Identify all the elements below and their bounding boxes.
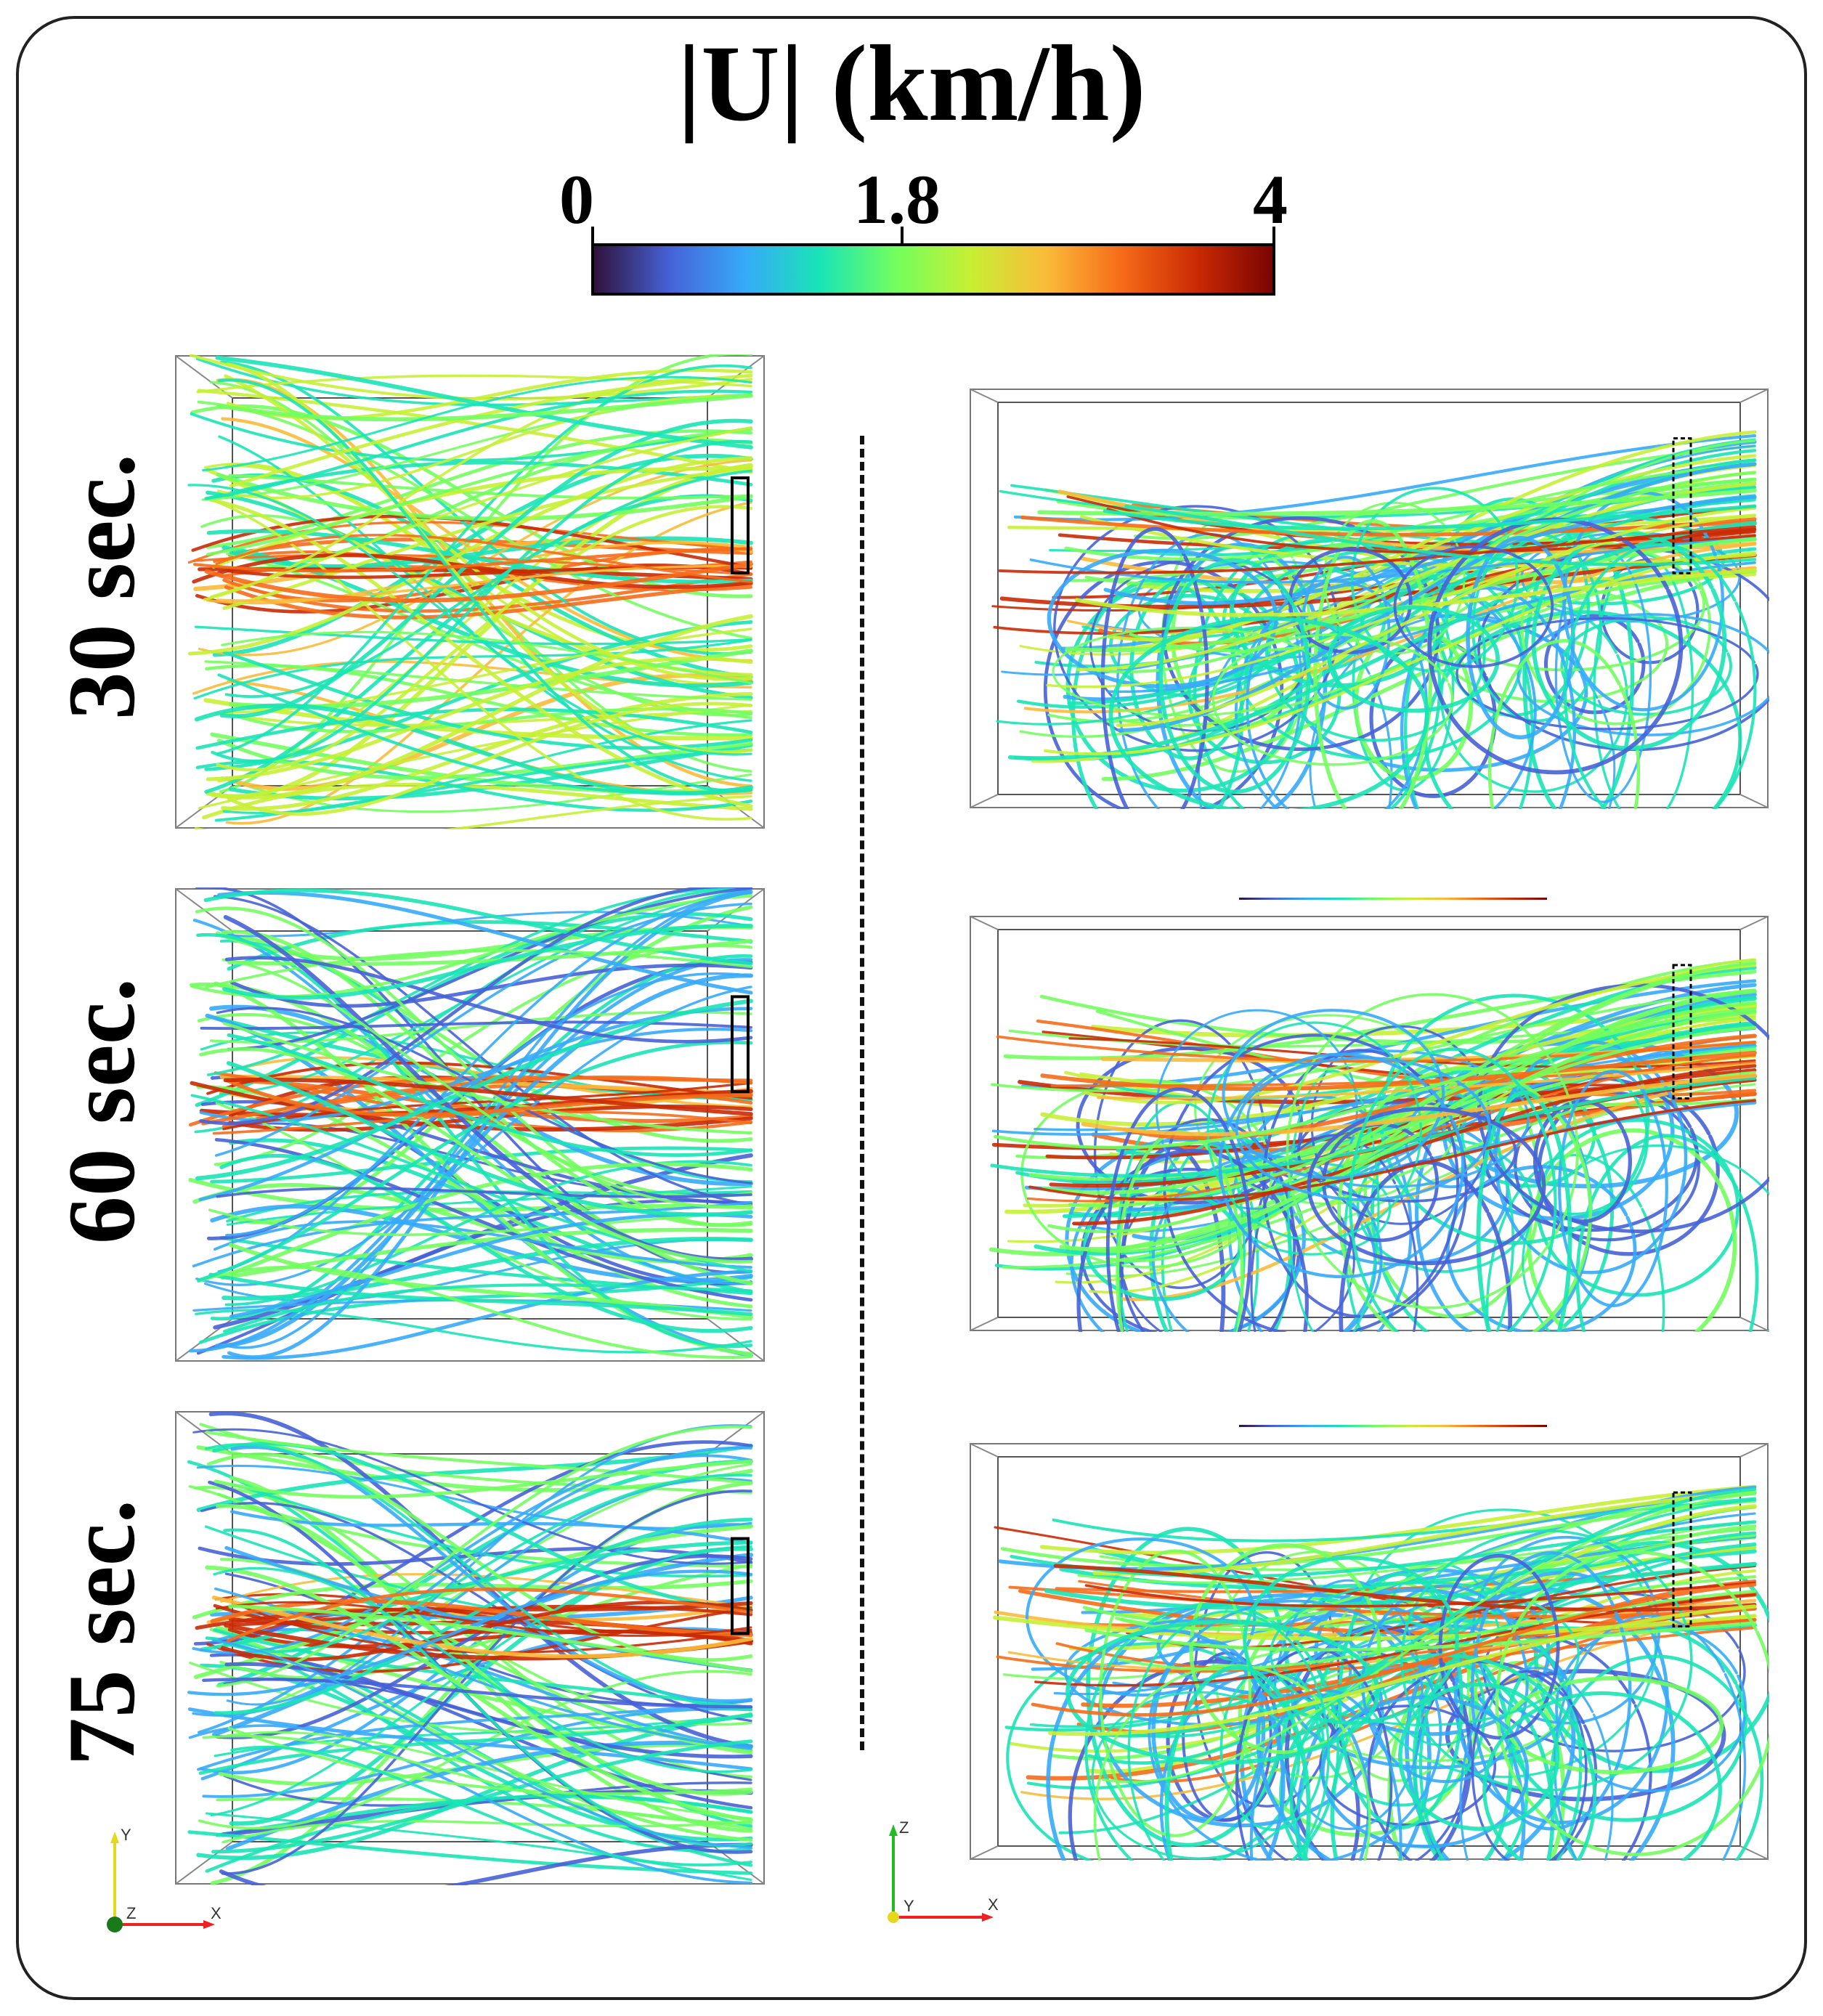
- time-label-60: 60 sec.: [48, 977, 155, 1245]
- axis-label-right-depth: Y: [904, 1897, 914, 1915]
- colorbar-min-tick: [591, 227, 594, 245]
- colorbar-max-label: 4: [1253, 160, 1288, 238]
- panel-divider: [860, 436, 864, 1750]
- streamline-panel-top-75s: [174, 1410, 766, 1885]
- streamline-panel-side-75s: [969, 1442, 1769, 1861]
- axis-label-right-vertical: Z: [899, 1818, 909, 1837]
- axis-label-left-depth: Z: [126, 1904, 136, 1922]
- streamline-panel-top-60s: [174, 887, 766, 1362]
- time-label-30: 30 sec.: [48, 453, 155, 720]
- mini-colorbar-1: [1239, 898, 1547, 900]
- axis-label-right-horizontal: X: [988, 1895, 999, 1914]
- colorbar-max-tick: [1272, 227, 1275, 245]
- colorbar-gradient: [591, 243, 1275, 296]
- axis-label-left-horizontal: X: [211, 1904, 222, 1922]
- streamline-panel-side-60s: [969, 915, 1769, 1332]
- axis-label-left-vertical: Y: [121, 1826, 131, 1844]
- colorbar-mid-tick: [901, 227, 904, 245]
- axes-triad-left: Y Z X: [107, 1826, 222, 1932]
- streamline-panel-side-30s: [969, 388, 1769, 809]
- colorbar-title: |U| (km/h): [677, 23, 1146, 144]
- mini-colorbar-2: [1239, 1425, 1547, 1427]
- colorbar-mid-label: 1.8: [853, 160, 941, 238]
- time-label-75: 75 sec.: [48, 1499, 155, 1766]
- colorbar-min-label: 0: [559, 160, 594, 238]
- axes-triad-right: Z Y X: [888, 1818, 999, 1923]
- streamline-panel-top-30s: [174, 354, 766, 829]
